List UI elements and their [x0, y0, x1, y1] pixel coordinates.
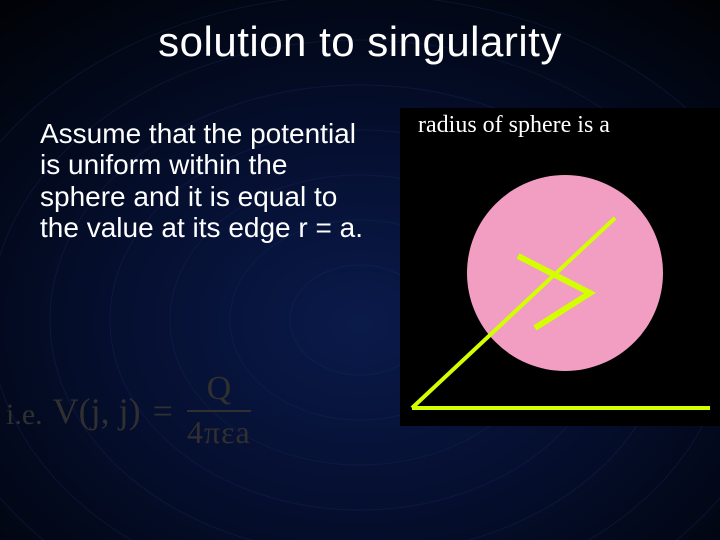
equation-prefix: i.e. — [6, 398, 43, 432]
slide-body-text: Assume that the potential is uniform wit… — [40, 118, 380, 243]
slide-title: solution to singularity — [0, 18, 720, 66]
equation-lhs: V(j, j) — [53, 390, 141, 432]
equation-denominator: 4πεa — [187, 412, 251, 451]
equation-numerator: Q — [189, 370, 250, 410]
equation-equals: = — [153, 390, 173, 432]
sphere-figure: radius of sphere is a — [400, 108, 720, 426]
equation-block: i.e. V(j, j) = Q 4πεa — [6, 370, 346, 451]
equation-fraction: Q 4πεa — [187, 370, 251, 451]
figure-svg — [400, 108, 720, 426]
sphere-circle — [467, 175, 663, 371]
